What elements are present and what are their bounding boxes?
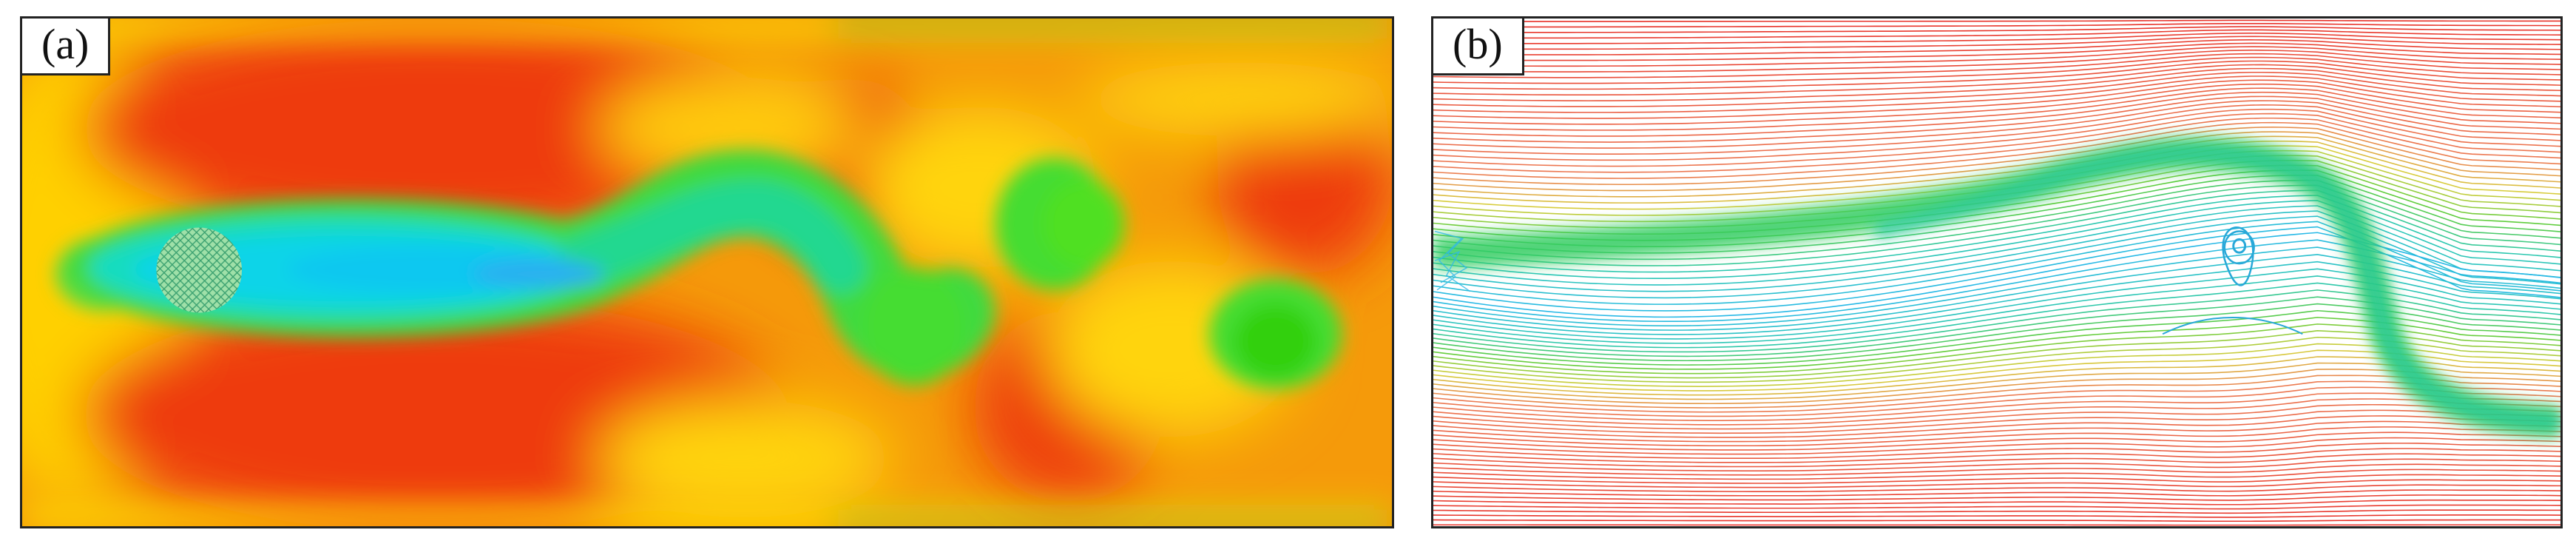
panel-b-label: (b) <box>1433 19 1524 75</box>
streamline-plot <box>1433 19 2560 526</box>
streamline <box>1433 356 2560 396</box>
streamline <box>1433 83 2560 125</box>
streamline <box>1433 79 2560 119</box>
streamline <box>1433 56 2560 84</box>
streamline <box>1433 448 2560 463</box>
streamline <box>1433 519 2560 523</box>
streamline <box>1433 469 2560 480</box>
streamline <box>1433 50 2560 73</box>
streamline <box>1433 117 2560 173</box>
streamline <box>1433 369 2560 405</box>
cylinder-wake-lines <box>1434 230 1471 292</box>
streamline <box>1433 398 2560 426</box>
streamline <box>1433 184 2560 261</box>
streamline <box>1433 349 2560 392</box>
streamline <box>1433 494 2560 501</box>
streamline <box>1433 29 2560 39</box>
streamline <box>1433 75 2560 113</box>
streamline <box>1433 489 2560 497</box>
streamline <box>1433 380 2560 413</box>
streamline <box>1433 135 2560 198</box>
panel-a-label: (a) <box>22 19 111 75</box>
streamline <box>1433 514 2560 518</box>
streamline <box>1433 113 2560 167</box>
streamline <box>1433 67 2560 101</box>
streamline <box>1433 127 2560 186</box>
streamline <box>1433 375 2560 409</box>
streamline <box>1433 362 2560 400</box>
streamline <box>1433 33 2560 44</box>
streamline <box>1433 403 2560 430</box>
streamline <box>1433 36 2560 50</box>
streamline <box>1433 53 2560 78</box>
porous-cylinder <box>156 227 243 313</box>
streamline <box>1433 39 2560 56</box>
streamline <box>1433 121 2560 179</box>
streamline <box>1433 108 2560 161</box>
streamline <box>1433 463 2560 476</box>
streamline <box>1433 91 2560 137</box>
streamline <box>1433 484 2560 493</box>
streamline <box>1433 499 2560 506</box>
streamline <box>1433 195 2560 273</box>
streamline <box>1433 409 2560 434</box>
streamline <box>1433 392 2560 421</box>
streamline <box>1433 458 2560 471</box>
streamline <box>1433 42 2560 61</box>
streamline <box>1433 19 2560 22</box>
streamline <box>1433 46 2560 67</box>
velocity-contour-plot <box>22 19 1392 526</box>
streamline <box>1433 64 2560 95</box>
streamline <box>1433 443 2560 459</box>
streamline <box>1433 200 2560 280</box>
streamline <box>1433 415 2560 438</box>
recirculation-vortex <box>2162 226 2303 335</box>
streamline <box>1433 131 2560 192</box>
streamline <box>1433 509 2560 514</box>
streamline <box>1433 431 2560 451</box>
streamline <box>1433 437 2560 455</box>
streamline <box>1433 504 2560 510</box>
streamline <box>1433 60 2560 90</box>
streamline <box>1433 26 2560 33</box>
streamline <box>1433 343 2560 387</box>
streamline <box>1433 453 2560 468</box>
streamline <box>1433 474 2560 484</box>
streamline <box>1433 100 2560 149</box>
streamline <box>1433 23 2560 28</box>
streamline <box>1433 104 2560 155</box>
streamline <box>1433 95 2560 143</box>
panel-a-velocity-contour: (a) <box>20 16 1394 528</box>
streamline <box>1433 205 2560 286</box>
streamline <box>1433 479 2560 488</box>
streamline <box>1433 426 2560 447</box>
streamline <box>1433 87 2560 131</box>
streamline <box>1433 71 2560 107</box>
streamline-group <box>1433 19 2560 526</box>
streamline <box>1433 386 2560 417</box>
streamline <box>1433 189 2560 266</box>
panel-b-streamlines: (b) <box>1431 16 2563 528</box>
streamline <box>1433 420 2560 443</box>
